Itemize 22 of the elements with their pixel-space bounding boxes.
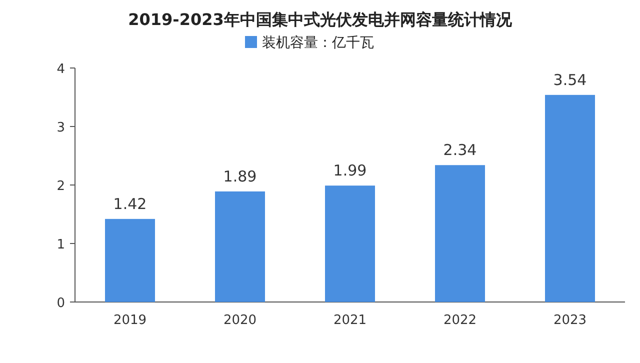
y-tick-label: 4 [56, 62, 65, 77]
x-tick-label: 2021 [333, 313, 367, 328]
x-tick-label: 2023 [553, 313, 587, 328]
y-tick-label: 2 [56, 179, 65, 194]
y-tick-label: 0 [56, 296, 65, 311]
data-label: 3.54 [553, 70, 587, 89]
data-label: 1.42 [113, 194, 147, 213]
data-label: 2.34 [443, 141, 477, 160]
bar [545, 94, 595, 302]
bar [215, 191, 265, 302]
data-label: 1.99 [333, 162, 367, 180]
x-tick-label: 2022 [443, 313, 477, 328]
legend-label: 装机容量：亿千瓦 [262, 35, 374, 51]
bar [325, 186, 375, 302]
x-tick-label: 2020 [223, 313, 257, 328]
x-tick-label: 2019 [113, 313, 147, 328]
bar [105, 218, 155, 302]
y-tick-label: 1 [56, 238, 65, 252]
y-tick-label: 3 [56, 120, 65, 136]
data-label: 1.89 [223, 167, 257, 186]
chart-title: 2019-2023年中国集中式光伏发电并网容量统计情况 [128, 10, 513, 29]
bar [435, 165, 485, 302]
